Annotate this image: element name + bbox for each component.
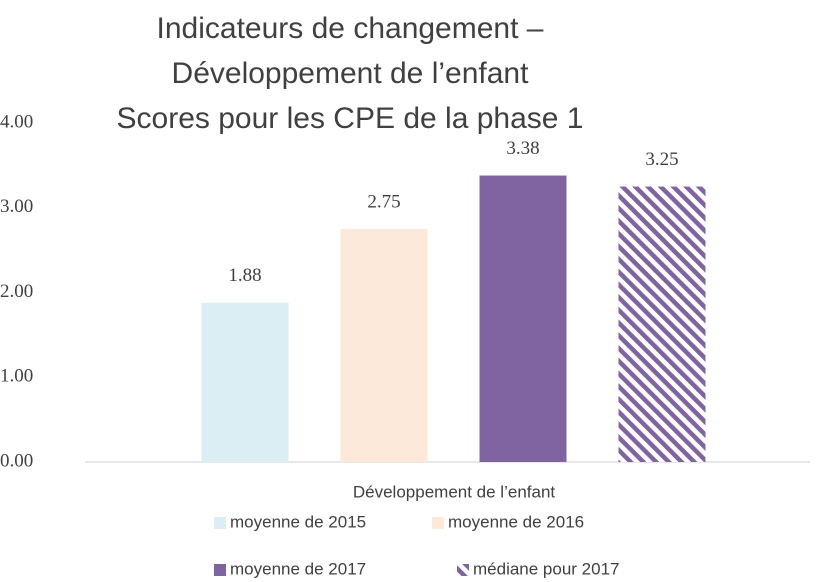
data-label: 3.38 <box>506 138 539 159</box>
y-tick-label: 3.00 <box>0 196 33 217</box>
y-tick-label: 0.00 <box>0 450 33 471</box>
legend-swatch <box>457 564 469 576</box>
chart-title: Scores pour les CPE de la phase 1 <box>117 102 584 135</box>
y-tick-label: 4.00 <box>0 111 33 132</box>
legend-label: médiane pour 2017 <box>473 559 620 578</box>
legend-swatch <box>214 517 226 529</box>
legend-swatch <box>214 564 226 576</box>
y-tick-label: 2.00 <box>0 281 33 302</box>
legend-label: moyenne de 2016 <box>448 512 584 531</box>
data-label: 2.75 <box>367 191 400 212</box>
bar <box>479 175 567 463</box>
chart-title: Indicateurs de changement – <box>157 12 544 45</box>
bar <box>618 186 706 462</box>
legend-label: moyenne de 2017 <box>230 559 366 578</box>
y-tick-label: 1.00 <box>0 366 33 387</box>
legend-swatch <box>432 517 444 529</box>
x-tick-label: Développement de l’enfant <box>353 482 556 501</box>
chart-title: Développement de l’enfant <box>172 57 530 90</box>
bar <box>340 228 428 462</box>
bar <box>201 302 289 462</box>
legend-label: moyenne de 2015 <box>230 512 366 531</box>
data-label: 1.88 <box>228 265 261 286</box>
data-label: 3.25 <box>645 149 678 170</box>
